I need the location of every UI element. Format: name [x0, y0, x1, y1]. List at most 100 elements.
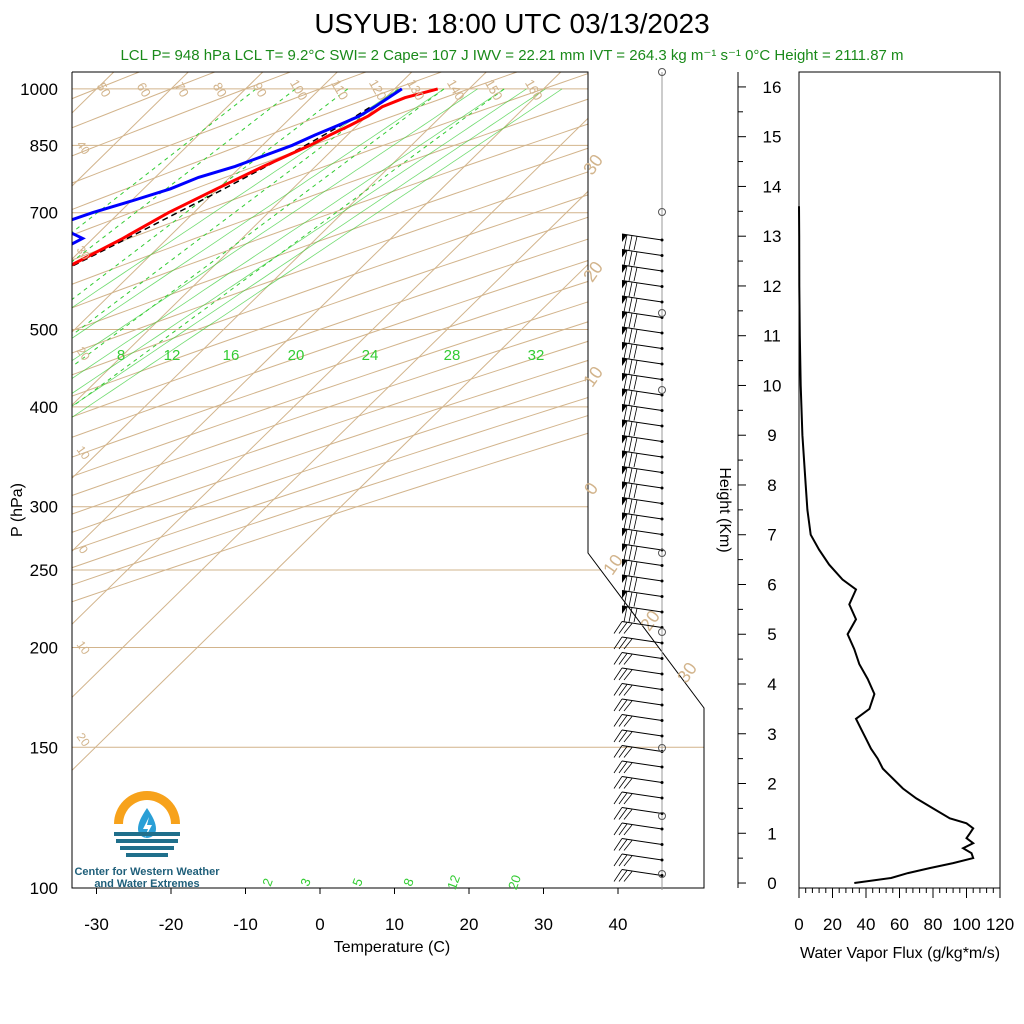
wind-barb — [621, 791, 663, 799]
dry-adiabat — [72, 72, 704, 888]
wind-barb-feather — [618, 730, 628, 743]
mixing-ratio-label: 24 — [362, 347, 379, 364]
wind-barb — [621, 636, 663, 644]
wind-barb-feather — [623, 498, 628, 514]
wind-barb-flag — [622, 342, 627, 351]
barb-dot — [660, 765, 664, 769]
wind-barb-feather — [628, 266, 633, 282]
height-axis-title: Height (Km) — [716, 467, 733, 552]
barb-calm-circle — [658, 386, 666, 394]
wind-barb-flag — [622, 482, 627, 490]
wind-barb — [621, 435, 663, 442]
barb-dot — [660, 300, 664, 304]
wind-barb-flag — [622, 528, 627, 537]
mixing-ratio-label: 5 — [349, 876, 366, 888]
wind-barb — [621, 838, 663, 845]
wind-barb-feather — [633, 592, 638, 607]
isotherm-line — [72, 72, 636, 888]
wind-barb-feather — [623, 623, 633, 634]
wind-barb — [621, 373, 663, 380]
wind-barb-flag — [622, 559, 627, 568]
wind-barb-feather — [628, 235, 633, 251]
flux-tick-label: 20 — [823, 915, 842, 934]
wind-barb-feather — [613, 698, 623, 712]
wind-barb-feather — [618, 777, 628, 789]
wind-barb-flag — [622, 389, 627, 397]
barb-dot — [660, 874, 664, 877]
wind-barb-feather — [618, 854, 628, 867]
wind-barb-feather — [613, 807, 623, 820]
wind-barb-feather — [613, 760, 623, 774]
barb-dot — [660, 843, 664, 846]
barb-calm-circle — [658, 812, 666, 820]
x-tick-label: -30 — [84, 915, 109, 934]
wind-barb — [621, 264, 663, 272]
height-tick-label: 15 — [763, 128, 782, 147]
chart-title: USYUB: 18:00 UTC 03/13/2023 — [314, 8, 710, 39]
barb-dot — [660, 703, 664, 707]
wind-barb-feather — [628, 607, 633, 623]
wind-barb-feather — [628, 437, 633, 452]
height-tick-label: 8 — [767, 476, 776, 495]
wind-barb-feather — [633, 484, 638, 499]
plot-frame — [71, 71, 705, 889]
wind-barb-feather — [633, 608, 638, 623]
wind-barb-feather — [623, 654, 633, 665]
logo-icon — [114, 791, 180, 857]
wind-barb-feather — [633, 282, 638, 297]
wind-barb-flag — [622, 420, 627, 428]
y-tick-label: 850 — [30, 136, 58, 155]
wind-barb-feather — [613, 838, 623, 851]
mixing-ratio-line — [72, 88, 505, 408]
barb-dot — [660, 238, 664, 242]
barb-dot — [660, 610, 664, 614]
wind-barb-feather — [623, 793, 633, 805]
wind-barb-feather — [623, 824, 633, 836]
wind-barb — [621, 807, 663, 814]
wind-barb-feather — [623, 296, 628, 313]
wind-barb-feather — [623, 575, 628, 592]
wind-barb — [621, 249, 663, 256]
wind-barb-feather — [623, 343, 628, 359]
wind-barb-feather — [618, 653, 628, 665]
isotherm-label: 10 — [74, 443, 93, 462]
wind-barb — [621, 528, 663, 535]
wind-barb-feather — [628, 530, 633, 545]
wind-barb — [621, 621, 663, 628]
barb-dot — [660, 688, 664, 691]
wind-barb-feather — [613, 683, 623, 696]
height-tick-label: 12 — [763, 277, 782, 296]
wind-barb-feather — [628, 452, 633, 468]
cw3e-logo — [72, 784, 222, 894]
wind-barb-feather — [613, 776, 623, 789]
wind-barb — [621, 311, 663, 318]
wind-barb-feather — [613, 667, 623, 681]
wind-barb-feather — [618, 761, 628, 774]
mixing-ratio-label: 12 — [164, 347, 181, 364]
barb-calm-circle — [658, 628, 666, 636]
wind-barb-feather — [613, 853, 623, 867]
wind-barb-feather — [618, 668, 628, 681]
wind-barb-flag — [622, 590, 627, 599]
wind-barb-flag — [622, 373, 627, 382]
wind-barb-feather — [633, 329, 638, 344]
theta-label: 130 — [404, 77, 428, 103]
isotherm-line — [72, 72, 338, 888]
barb-dot — [660, 378, 664, 381]
wind-barb-feather — [623, 358, 628, 375]
height-tick-label: 1 — [767, 824, 776, 843]
isotherm-line — [72, 72, 562, 888]
flux-axis-title: Water Vapor Flux (g/kg*m/s) — [800, 945, 1000, 962]
wind-barb-feather — [623, 234, 628, 251]
wind-barb-feather — [628, 344, 633, 359]
wind-barb-feather — [623, 778, 633, 789]
wind-barb-flag — [622, 296, 627, 304]
barb-dot — [660, 796, 664, 800]
height-tick-label: 6 — [767, 575, 776, 594]
wind-barb-feather — [628, 390, 633, 406]
flux-frame — [798, 71, 1001, 889]
wind-barb-feather — [623, 747, 633, 758]
wind-barb-flag — [622, 575, 627, 583]
skew-t-data — [72, 87, 439, 749]
wind-barb-feather — [633, 375, 638, 390]
